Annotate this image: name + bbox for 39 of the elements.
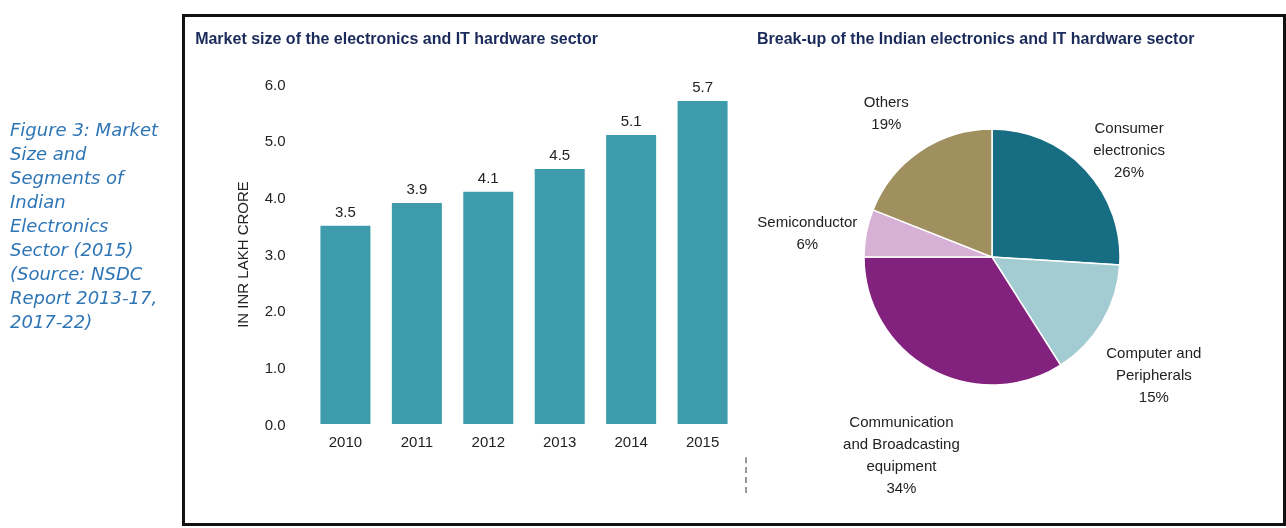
slice-label: Communication and Broadcasting equipment: [843, 412, 960, 474]
y-tick-label: 3.0: [264, 245, 286, 263]
y-tick-label: 1.0: [264, 358, 286, 376]
data-label: 5.1: [620, 112, 642, 129]
data-label: 6%: [796, 234, 819, 252]
y-tick-label: 6.0: [264, 75, 286, 93]
data-label: 19%: [871, 114, 902, 132]
bar: [534, 169, 585, 424]
y-tick-label: 0.0: [264, 415, 286, 433]
slice-label: Consumer electronics: [1093, 119, 1165, 159]
bar: [320, 225, 371, 424]
chart-title: Break-up of the Indian electronics and IT hardware sector: [757, 30, 1195, 47]
x-tick-label: 2014: [614, 432, 648, 450]
slice-label: Semiconductor: [757, 212, 858, 230]
data-label: 3.9: [406, 180, 428, 197]
bar: [606, 135, 657, 424]
data-label: 15%: [1138, 387, 1169, 405]
data-label: 26%: [1114, 163, 1145, 181]
y-tick-label: 4.0: [264, 188, 286, 206]
text: Figure 3: Market Size and Segments of Indian Electronics Sector (2015) (Source: NSDC Report 2013-17, 2017-22): [10, 119, 159, 332]
x-tick-label: 2013: [543, 432, 577, 450]
x-tick-label: 2010: [328, 432, 363, 450]
chart-title: Market size of the electronics and IT hardware sector: [195, 30, 598, 47]
bar: [677, 101, 728, 424]
y-tick-label: 5.0: [264, 132, 286, 150]
data-label: 3.5: [335, 202, 356, 220]
slice-label: Others: [863, 92, 909, 110]
bar: [463, 191, 514, 424]
x-tick-label: 2015: [685, 432, 720, 450]
x-tick-label: 2011: [400, 432, 433, 450]
data-label: 4.5: [549, 146, 571, 163]
bar: [391, 203, 442, 424]
x-tick-label: 2012: [471, 432, 505, 450]
data-label: 34%: [886, 478, 917, 496]
data-label: 5.7: [692, 78, 713, 95]
slice-label: Computer and Peripherals: [1106, 343, 1202, 383]
y-tick-label: 2.0: [264, 302, 286, 320]
data-label: 4.1: [477, 168, 499, 186]
y-axis-title: IN INR LAKH CRORE: [233, 181, 251, 328]
